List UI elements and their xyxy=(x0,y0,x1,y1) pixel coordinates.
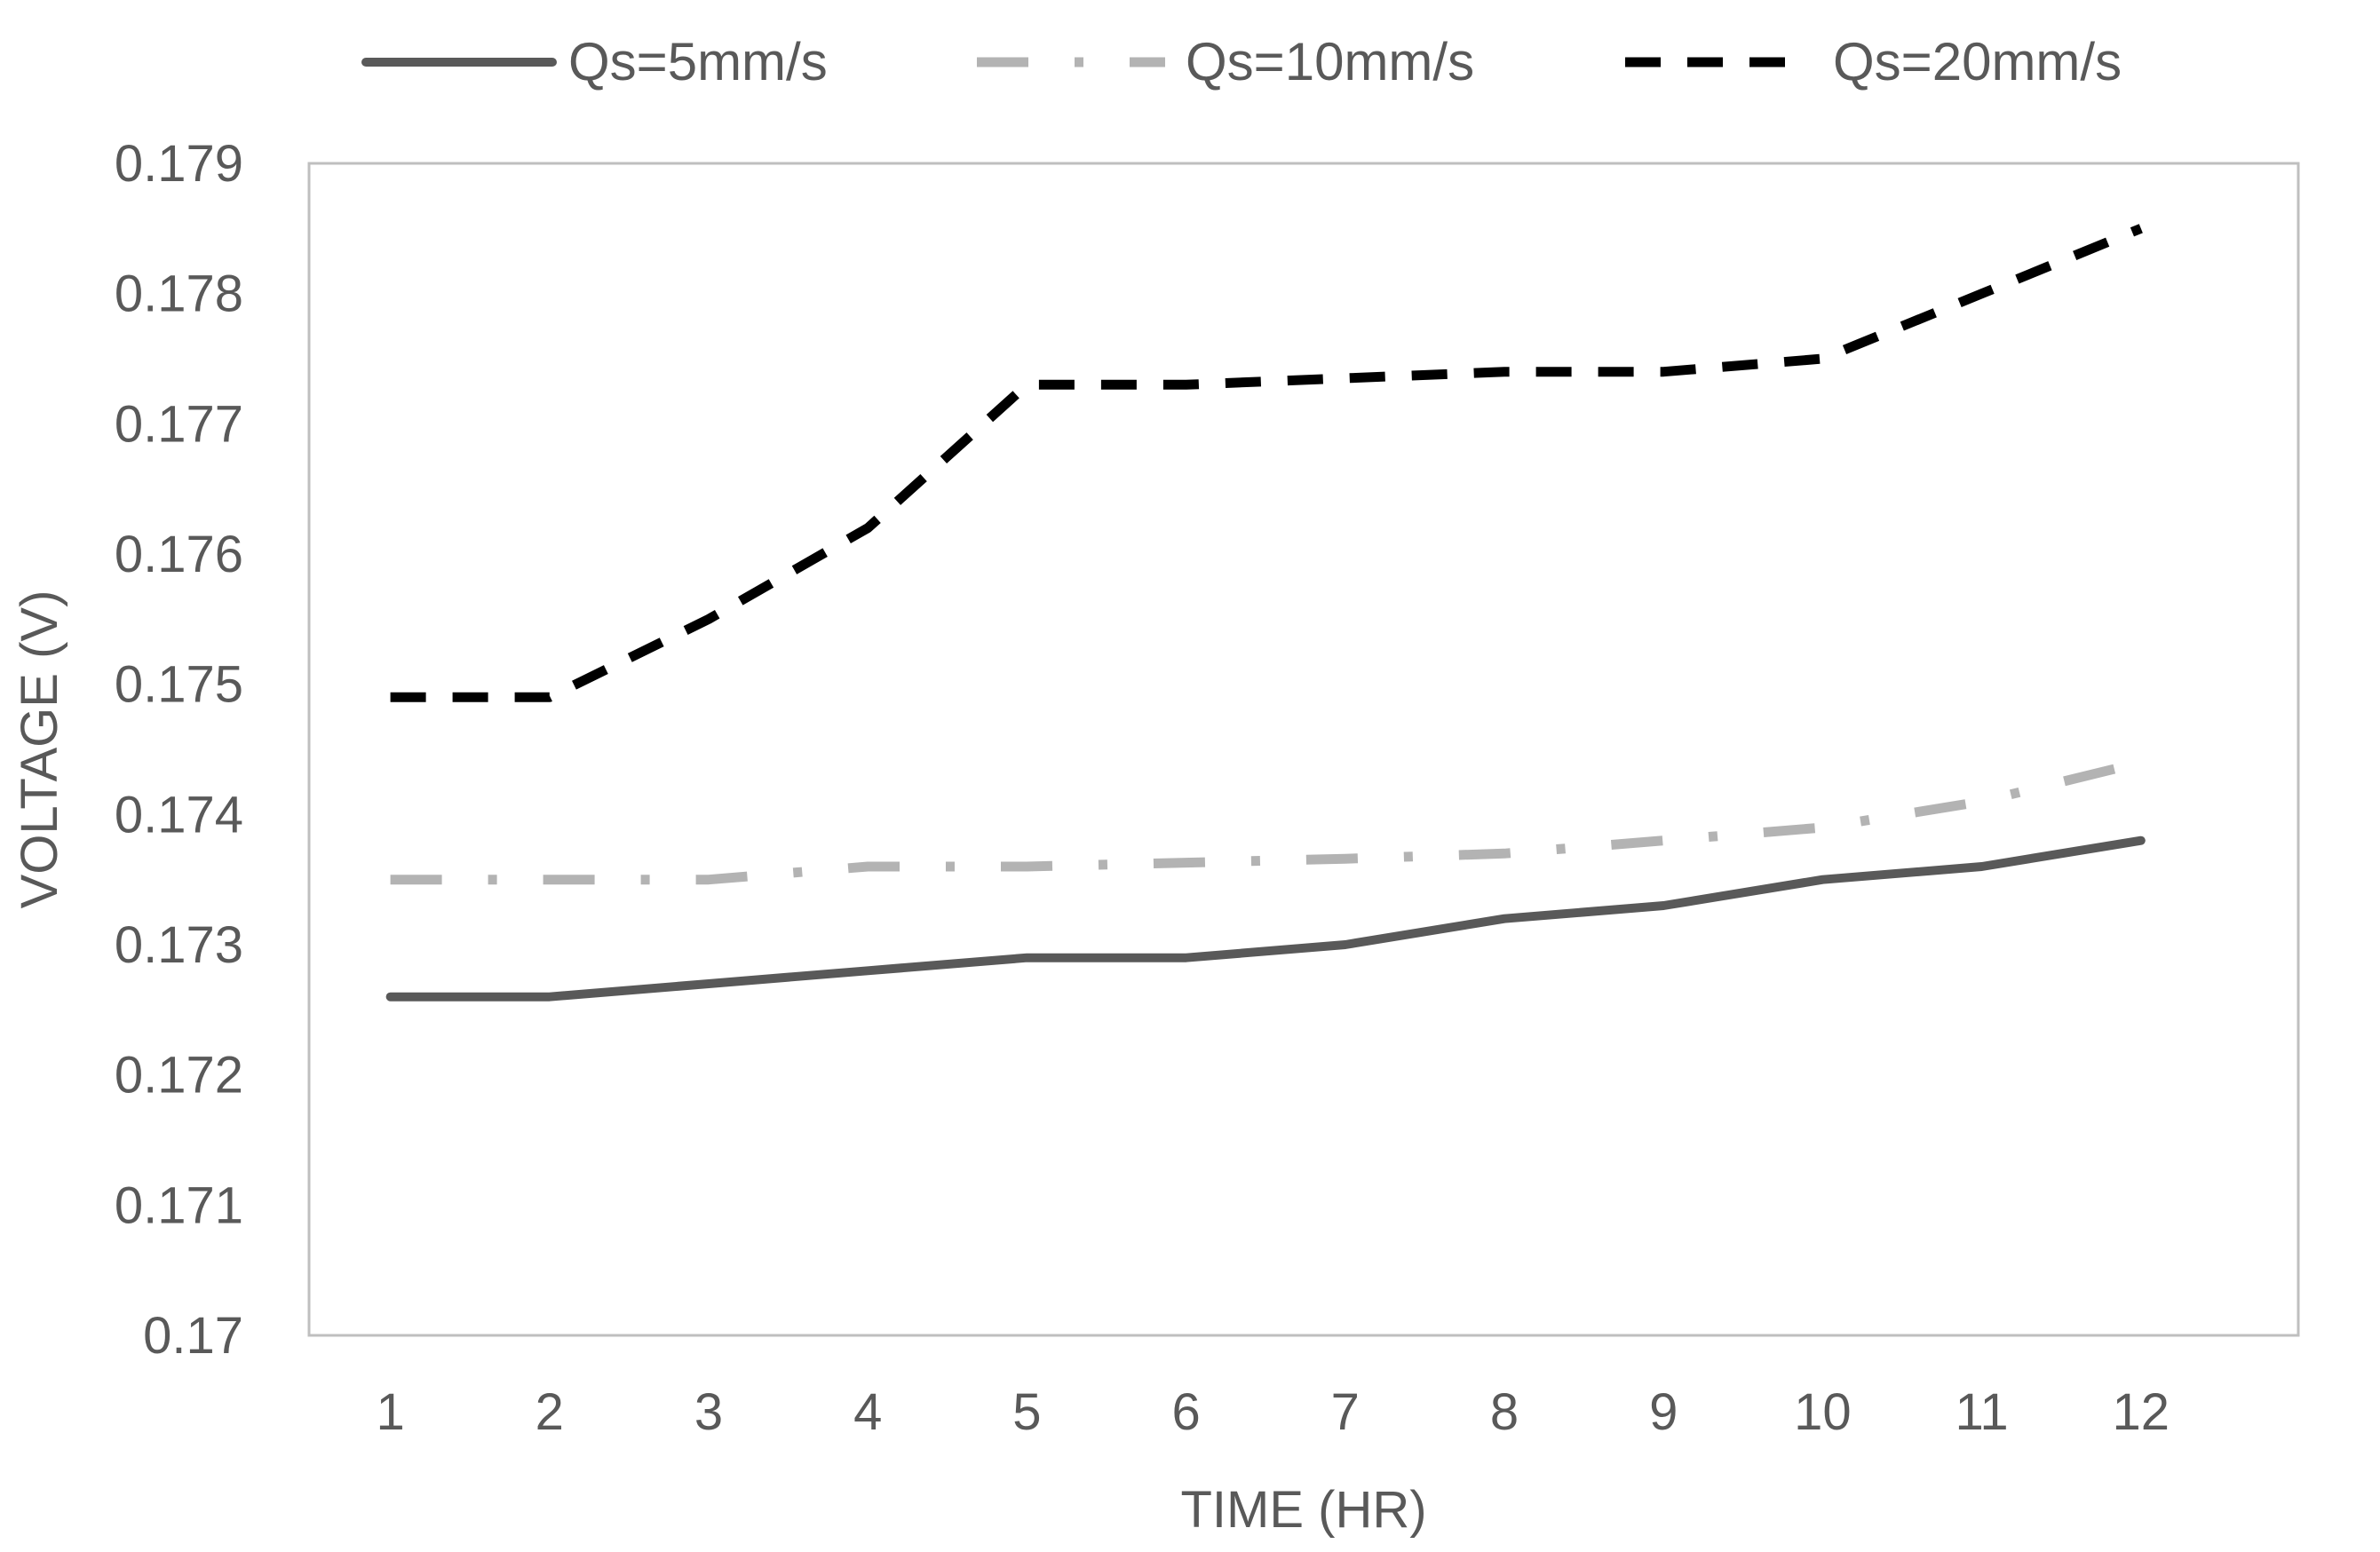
data-point xyxy=(1186,384,1187,385)
x-axis-title: TIME (HR) xyxy=(1180,1481,1426,1539)
data-point xyxy=(1981,866,1983,867)
data-point xyxy=(708,618,710,620)
y-tick-label: 0.172 xyxy=(115,1047,243,1105)
y-tick-label: 0.176 xyxy=(115,526,243,583)
series-line-1 xyxy=(385,835,2146,1002)
legend: Qs=5mm/s Qs=10mm/s Qs=20mm/s xyxy=(361,32,2122,91)
data-point xyxy=(1662,840,1664,842)
data-point xyxy=(1026,866,1027,867)
legend-label-3: Qs=20mm/s xyxy=(1833,32,2122,91)
x-tick-label: 3 xyxy=(694,1383,723,1441)
series-lines xyxy=(385,224,2146,1002)
x-axis-ticks: 1 2 3 4 5 6 7 8 9 10 11 12 xyxy=(376,1383,2170,1441)
data-point xyxy=(867,866,869,867)
y-tick-label: 0.179 xyxy=(115,135,243,193)
legend-label-2: Qs=10mm/s xyxy=(1186,32,1474,91)
y-tick-label: 0.175 xyxy=(115,656,243,714)
data-point xyxy=(867,970,869,971)
data-point xyxy=(1186,862,1187,864)
data-point xyxy=(1345,944,1346,946)
data-point xyxy=(708,879,710,881)
x-tick-label: 2 xyxy=(536,1383,564,1441)
data-point xyxy=(1503,371,1505,373)
y-tick-label: 0.178 xyxy=(115,265,243,323)
x-tick-label: 8 xyxy=(1490,1383,1519,1441)
data-point xyxy=(390,696,392,698)
data-point xyxy=(708,983,710,985)
x-tick-label: 10 xyxy=(1794,1383,1852,1441)
data-point xyxy=(390,996,392,998)
y-tick-label: 0.174 xyxy=(115,786,243,843)
x-tick-label: 12 xyxy=(2113,1383,2170,1441)
plot-area-frame xyxy=(307,162,2300,1337)
series-line-2 xyxy=(390,757,2143,885)
x-tick-label: 1 xyxy=(376,1383,404,1441)
data-point xyxy=(549,879,551,881)
data-point xyxy=(2140,227,2142,229)
data-point xyxy=(1662,371,1664,373)
series-line-3 xyxy=(390,224,2143,702)
x-tick-label: 9 xyxy=(1649,1383,1678,1441)
y-tick-label: 0.17 xyxy=(143,1307,243,1365)
data-point xyxy=(1981,801,1983,803)
data-point xyxy=(867,527,869,529)
data-point xyxy=(1026,384,1027,385)
data-point xyxy=(1821,827,1823,828)
data-point xyxy=(549,696,551,698)
data-point xyxy=(1503,918,1505,920)
x-tick-label: 7 xyxy=(1331,1383,1360,1441)
x-tick-label: 5 xyxy=(1012,1383,1041,1441)
y-axis-title: VOLTAGE (V) xyxy=(11,590,68,909)
data-point xyxy=(1186,957,1187,959)
data-point xyxy=(549,996,551,998)
y-tick-label: 0.173 xyxy=(115,916,243,974)
data-point xyxy=(1821,879,1823,881)
legend-label-1: Qs=5mm/s xyxy=(568,32,828,91)
data-point xyxy=(1345,377,1346,379)
x-tick-label: 6 xyxy=(1171,1383,1200,1441)
data-point xyxy=(390,879,392,881)
data-point xyxy=(2140,840,2142,842)
data-point xyxy=(1662,905,1664,907)
y-tick-label: 0.177 xyxy=(115,395,243,453)
x-tick-label: 4 xyxy=(853,1383,882,1441)
data-point xyxy=(1345,858,1346,859)
data-point xyxy=(2140,762,2142,764)
data-point xyxy=(1503,852,1505,854)
y-tick-label: 0.171 xyxy=(115,1176,243,1234)
data-point xyxy=(1981,293,1983,295)
x-tick-label: 11 xyxy=(1955,1383,2008,1441)
y-axis-ticks: 0.17 0.171 0.172 0.173 0.174 0.175 0.176 0.177 0… xyxy=(115,135,243,1365)
data-point xyxy=(1026,957,1027,959)
data-point xyxy=(1821,358,1823,360)
